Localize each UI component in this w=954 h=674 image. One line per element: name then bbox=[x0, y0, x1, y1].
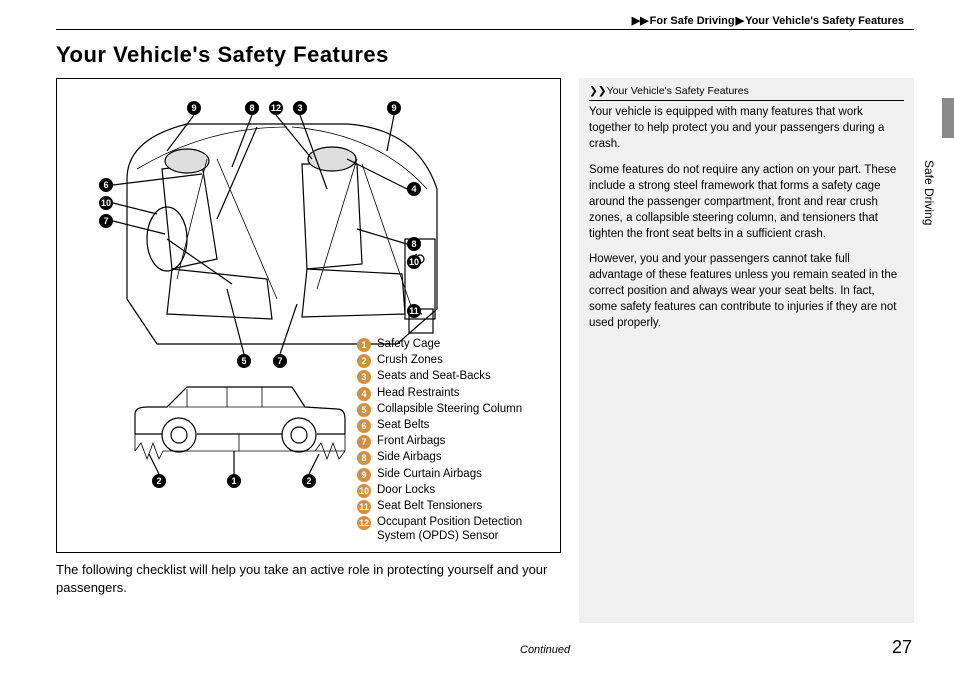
callout-11: 11 bbox=[407, 304, 421, 318]
legend-label: Seat Belts bbox=[377, 418, 557, 432]
breadcrumb: ▶▶For Safe Driving▶Your Vehicle's Safety… bbox=[56, 14, 914, 27]
legend-num: 8 bbox=[357, 451, 371, 465]
legend-label: Occupant Position Detection System (OPDS… bbox=[377, 515, 557, 544]
legend-label: Side Airbags bbox=[377, 450, 557, 464]
legend-label: Side Curtain Airbags bbox=[377, 467, 557, 481]
info-heading-text: Your Vehicle's Safety Features bbox=[607, 85, 749, 97]
legend-row-8: 8 Side Airbags bbox=[357, 450, 557, 465]
info-para-3: However, you and your passengers cannot … bbox=[589, 252, 904, 331]
callout-7: 7 bbox=[273, 354, 287, 368]
page-number: 27 bbox=[892, 637, 912, 658]
legend-row-5: 5 Collapsible Steering Column bbox=[357, 402, 557, 417]
legend-label: Head Restraints bbox=[377, 386, 557, 400]
legend-row-11: 11 Seat Belt Tensioners bbox=[357, 499, 557, 514]
legend-label: Crush Zones bbox=[377, 353, 557, 367]
legend-num: 3 bbox=[357, 370, 371, 384]
callout-9: 9 bbox=[187, 101, 201, 115]
legend-row-12: 12 Occupant Position Detection System (OP… bbox=[357, 515, 557, 544]
info-heading: ❯❯Your Vehicle's Safety Features bbox=[589, 84, 904, 98]
callout-2: 2 bbox=[302, 474, 316, 488]
legend-num: 2 bbox=[357, 354, 371, 368]
info-para-2: Some features do not require any action … bbox=[589, 163, 904, 242]
legend-label: Safety Cage bbox=[377, 337, 557, 351]
legend-num: 11 bbox=[357, 500, 371, 514]
callout-12: 12 bbox=[269, 101, 283, 115]
callout-9: 9 bbox=[387, 101, 401, 115]
section-tab-marker bbox=[942, 98, 954, 138]
legend-num: 1 bbox=[357, 338, 371, 352]
breadcrumb-part1: For Safe Driving bbox=[650, 15, 735, 27]
breadcrumb-arrow: ▶▶ bbox=[632, 15, 649, 27]
callout-10: 10 bbox=[99, 196, 113, 210]
breadcrumb-sep: ▶ bbox=[736, 15, 744, 27]
legend-label: Seat Belt Tensioners bbox=[377, 499, 557, 513]
callout-6: 6 bbox=[99, 178, 113, 192]
legend-row-9: 9 Side Curtain Airbags bbox=[357, 467, 557, 482]
legend-num: 4 bbox=[357, 387, 371, 401]
figure-caption: The following checklist will help you ta… bbox=[56, 561, 561, 596]
legend-row-6: 6 Seat Belts bbox=[357, 418, 557, 433]
callout-10: 10 bbox=[407, 255, 421, 269]
legend-num: 5 bbox=[357, 403, 371, 417]
callout-8: 8 bbox=[407, 237, 421, 251]
legend-label: Front Airbags bbox=[377, 434, 557, 448]
info-rule bbox=[589, 100, 904, 101]
legend-row-3: 3 Seats and Seat-Backs bbox=[357, 369, 557, 384]
info-panel: ❯❯Your Vehicle's Safety Features Your ve… bbox=[579, 78, 914, 623]
legend-row-4: 4 Head Restraints bbox=[357, 386, 557, 401]
legend-label: Door Locks bbox=[377, 483, 557, 497]
continued-label: Continued bbox=[520, 644, 570, 656]
legend-num: 7 bbox=[357, 435, 371, 449]
callout-1: 1 bbox=[227, 474, 241, 488]
callout-2: 2 bbox=[152, 474, 166, 488]
callout-4: 4 bbox=[407, 182, 421, 196]
legend-label: Collapsible Steering Column bbox=[377, 402, 557, 416]
breadcrumb-part2: Your Vehicle's Safety Features bbox=[745, 15, 904, 27]
figure-column: 981239610748101157212 1Safety Cage2Crush… bbox=[56, 78, 561, 596]
callout-8: 8 bbox=[245, 101, 259, 115]
legend-num: 10 bbox=[357, 484, 371, 498]
legend-num: 6 bbox=[357, 419, 371, 433]
top-rule bbox=[56, 29, 914, 30]
legend-row-2: 2 Crush Zones bbox=[357, 353, 557, 368]
legend-row-7: 7 Front Airbags bbox=[357, 434, 557, 449]
info-para-1: Your vehicle is equipped with many featu… bbox=[589, 105, 904, 153]
section-tab-label: Safe Driving bbox=[922, 160, 936, 225]
legend-label: Seats and Seat-Backs bbox=[377, 369, 557, 383]
legend: 1 Safety Cage 2 Crush Zones 3 Seats and Seat-… bbox=[357, 337, 557, 545]
page-title: Your Vehicle's Safety Features bbox=[56, 42, 914, 68]
callout-5: 5 bbox=[237, 354, 251, 368]
legend-row-10: 10 Door Locks bbox=[357, 483, 557, 498]
safety-features-figure: 981239610748101157212 1Safety Cage2Crush… bbox=[56, 78, 561, 553]
info-heading-prefix: ❯❯ bbox=[589, 85, 607, 97]
legend-row-1: 1 Safety Cage bbox=[357, 337, 557, 352]
callout-3: 3 bbox=[293, 101, 307, 115]
callout-7: 7 bbox=[99, 214, 113, 228]
legend-num: 9 bbox=[357, 468, 371, 482]
legend-num: 12 bbox=[357, 516, 371, 530]
